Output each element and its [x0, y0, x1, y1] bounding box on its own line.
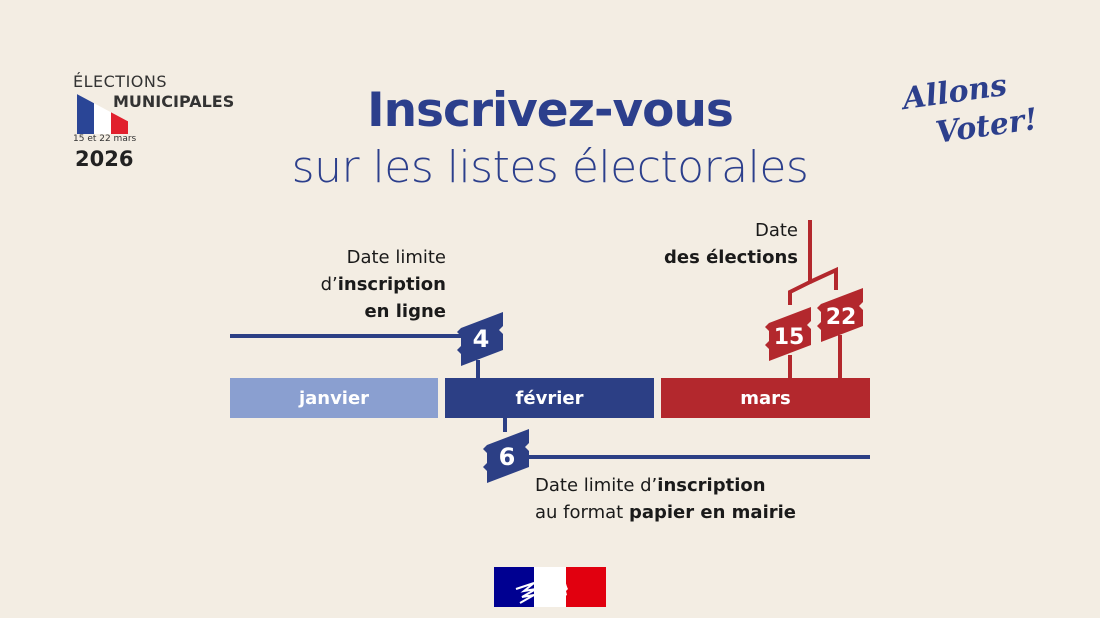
online-label-line3: en ligne [364, 301, 446, 322]
elections-label-line1: Date [754, 220, 798, 241]
logo-dates: 15 et 22 mars [73, 134, 137, 144]
french-flag-icon [76, 94, 129, 134]
logo-line2: MUNICIPALES [113, 92, 235, 111]
month-fevrier: février [445, 378, 654, 418]
paper-deadline-label: Date limite d’inscription au format papi… [535, 472, 796, 526]
online-deadline-label: Date limite d’inscription en ligne [246, 244, 446, 325]
logo-line1: ÉLECTIONS [73, 72, 168, 91]
online-label-line2: d’inscription [320, 274, 446, 295]
republique-francaise-marianne-logo [494, 567, 606, 607]
badge-4-text: 4 [473, 325, 490, 353]
month-mars: mars [661, 378, 870, 418]
paper-label-line2: au format papier en mairie [535, 502, 796, 523]
badge-22-text: 22 [826, 305, 857, 330]
page-subtitle: sur les listes électorales [291, 142, 809, 193]
badge-15-text: 15 [774, 325, 805, 350]
elections-label-line2: des élections [664, 247, 798, 268]
month-janvier: janvier [230, 378, 438, 418]
elections-date-label: Date des élections [600, 217, 798, 271]
badge-6-text: 6 [499, 443, 516, 471]
online-label-line1: Date limite [346, 247, 446, 268]
paper-label-line1: Date limite d’inscription [535, 475, 766, 496]
elections-bracket-right [809, 266, 838, 290]
elections-bracket [788, 220, 812, 305]
logo-year: 2026 [75, 147, 134, 171]
page-title: Inscrivez-vous [367, 83, 734, 138]
